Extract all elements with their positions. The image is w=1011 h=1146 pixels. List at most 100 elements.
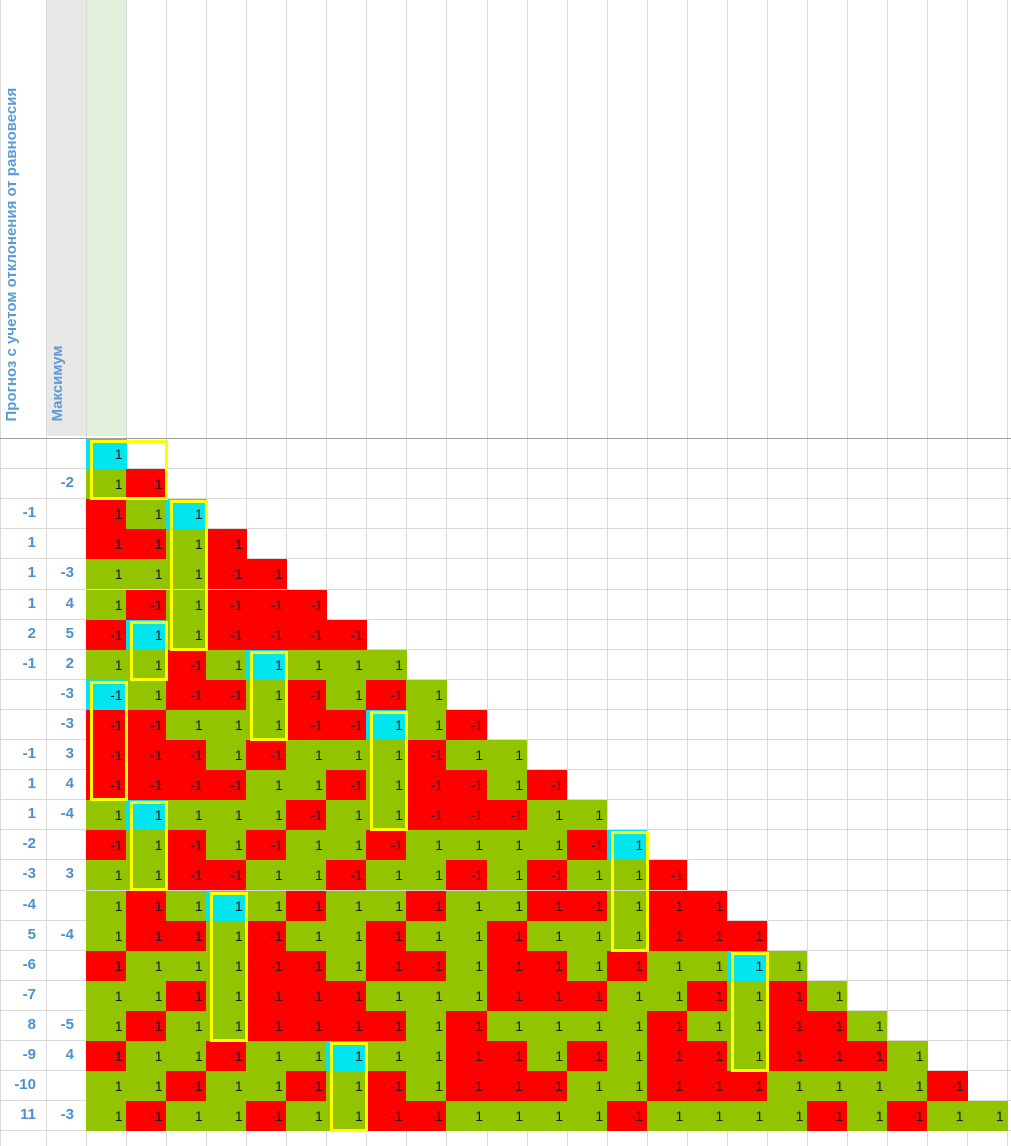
grid-cell[interactable]: -1: [686, 920, 728, 951]
grid-cell[interactable]: 1: [246, 1041, 287, 1072]
grid-cell[interactable]: 1: [446, 1101, 487, 1132]
grid-cell[interactable]: -1: [246, 619, 287, 650]
maximum-value[interactable]: 2: [65, 654, 74, 672]
maximum-value[interactable]: [46, 980, 86, 1010]
grid-cell[interactable]: 1: [126, 649, 167, 680]
grid-cell[interactable]: -1: [486, 950, 528, 981]
grid-cell[interactable]: -1: [86, 950, 127, 981]
grid-cell[interactable]: 1: [126, 619, 167, 650]
grid-cell[interactable]: 1: [366, 709, 407, 740]
grid-cell[interactable]: 1: [486, 890, 528, 921]
grid-cell[interactable]: -1: [446, 860, 487, 891]
grid-cell[interactable]: 1: [166, 1010, 207, 1041]
grid-cell[interactable]: 1: [166, 499, 207, 530]
grid-cell[interactable]: 1: [326, 830, 367, 861]
grid-cell[interactable]: -1: [286, 1071, 327, 1102]
grid-cell[interactable]: 1: [126, 980, 167, 1011]
grid-cell[interactable]: -1: [406, 890, 447, 921]
grid-cell[interactable]: 1: [126, 1041, 167, 1072]
grid-cell[interactable]: 1: [726, 1041, 768, 1072]
grid-cell[interactable]: -1: [606, 1101, 648, 1132]
grid-cell[interactable]: -1: [126, 1101, 167, 1132]
grid-cell[interactable]: 1: [286, 740, 327, 771]
grid-cell[interactable]: 1: [646, 980, 688, 1011]
grid-cell[interactable]: 1: [86, 439, 127, 470]
grid-cell[interactable]: 1: [766, 950, 808, 981]
maximum-value[interactable]: -3: [60, 714, 74, 732]
grid-cell[interactable]: -1: [566, 830, 608, 861]
grid-cell[interactable]: 1: [246, 709, 287, 740]
grid-cell[interactable]: -1: [646, 860, 688, 891]
grid-cell[interactable]: 1: [366, 770, 407, 801]
grid-cell[interactable]: 1: [246, 1071, 287, 1102]
grid-cell[interactable]: -1: [206, 1041, 247, 1072]
grid-cell[interactable]: -1: [446, 1010, 487, 1041]
forecast-value[interactable]: [0, 679, 40, 709]
grid-cell[interactable]: 1: [126, 830, 167, 861]
grid-cell[interactable]: 1: [126, 499, 167, 530]
grid-cell[interactable]: 1: [887, 1071, 928, 1102]
maximum-value[interactable]: [46, 950, 86, 980]
maximum-value[interactable]: 3: [65, 745, 74, 762]
grid-cell[interactable]: 1: [246, 679, 287, 710]
grid-cell[interactable]: 1: [526, 1010, 568, 1041]
grid-cell[interactable]: -1: [446, 770, 487, 801]
grid-cell[interactable]: 1: [446, 980, 487, 1011]
grid-cell[interactable]: -1: [166, 770, 207, 801]
grid-cell[interactable]: -1: [246, 920, 287, 951]
grid-cell[interactable]: 1: [486, 740, 528, 771]
grid-cell[interactable]: -1: [86, 740, 127, 771]
grid-cell[interactable]: -1: [326, 980, 367, 1011]
grid-cell[interactable]: 1: [86, 1071, 127, 1102]
grid-cell[interactable]: 1: [446, 740, 487, 771]
maximum-value[interactable]: -3: [60, 564, 74, 582]
grid-cell[interactable]: 1: [526, 920, 568, 951]
grid-cell[interactable]: 1: [526, 830, 568, 861]
grid-cell[interactable]: -1: [206, 679, 247, 710]
grid-cell[interactable]: 1: [927, 1101, 968, 1132]
grid-cell[interactable]: 1: [406, 709, 447, 740]
grid-cell[interactable]: 1: [366, 649, 407, 680]
maximum-value[interactable]: -3: [60, 684, 74, 702]
grid-cell[interactable]: -1: [646, 1041, 688, 1072]
grid-cell[interactable]: -1: [366, 950, 407, 981]
grid-cell[interactable]: 1: [967, 1101, 1008, 1132]
grid-cell[interactable]: -1: [206, 529, 247, 560]
grid-cell[interactable]: -1: [286, 679, 327, 710]
forecast-value[interactable]: [0, 438, 40, 468]
grid-cell[interactable]: 1: [206, 800, 247, 831]
grid-cell[interactable]: -1: [246, 1010, 287, 1041]
forecast-value[interactable]: 8: [27, 1015, 36, 1033]
grid-cell[interactable]: -1: [526, 860, 568, 891]
grid-cell[interactable]: -1: [246, 740, 287, 771]
grid-cell[interactable]: 1: [646, 950, 688, 981]
grid-cell[interactable]: -1: [446, 709, 487, 740]
grid-cell[interactable]: -1: [446, 1041, 487, 1072]
grid-cell[interactable]: 1: [166, 800, 207, 831]
grid-cell[interactable]: -1: [326, 770, 367, 801]
grid-cell[interactable]: -1: [86, 529, 127, 560]
grid-cell[interactable]: 1: [806, 980, 848, 1011]
forecast-value[interactable]: 1: [27, 775, 36, 793]
maximum-value[interactable]: [46, 1070, 86, 1100]
maximum-value[interactable]: [46, 528, 86, 558]
grid-cell[interactable]: 1: [206, 890, 247, 921]
grid-cell[interactable]: -1: [286, 1010, 327, 1041]
grid-cell[interactable]: -1: [566, 980, 608, 1011]
grid-cell[interactable]: 1: [126, 800, 167, 831]
grid-cell[interactable]: 1: [486, 1010, 528, 1041]
grid-cell[interactable]: 1: [606, 1071, 648, 1102]
grid-cell[interactable]: -1: [806, 1041, 848, 1072]
grid-cell[interactable]: -1: [166, 740, 207, 771]
grid-cell[interactable]: 1: [606, 830, 648, 861]
grid-cell[interactable]: -1: [126, 709, 167, 740]
grid-cell[interactable]: 1: [326, 800, 367, 831]
grid-cell[interactable]: 1: [286, 1041, 327, 1072]
grid-cell[interactable]: 1: [326, 950, 367, 981]
grid-cell[interactable]: 1: [566, 950, 608, 981]
grid-cell[interactable]: 1: [686, 950, 728, 981]
grid-cell[interactable]: -1: [406, 800, 447, 831]
grid-cell[interactable]: 1: [606, 920, 648, 951]
grid-cell[interactable]: -1: [326, 709, 367, 740]
maximum-value[interactable]: 4: [65, 1046, 74, 1063]
